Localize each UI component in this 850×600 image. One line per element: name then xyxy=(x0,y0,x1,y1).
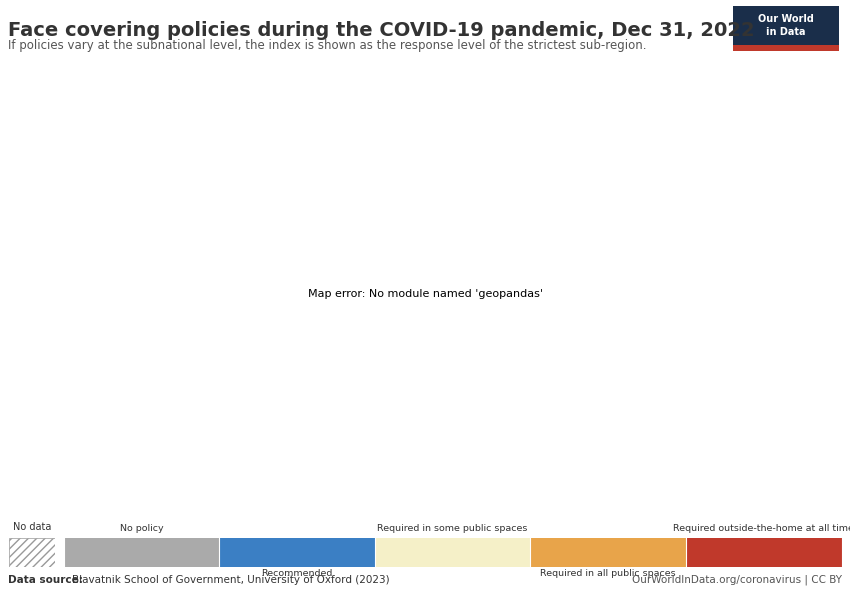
Text: Required outside-the-home at all time: Required outside-the-home at all time xyxy=(673,524,850,533)
Text: OurWorldInData.org/coronavirus | CC BY: OurWorldInData.org/coronavirus | CC BY xyxy=(632,575,842,585)
Text: Map error: No module named 'geopandas': Map error: No module named 'geopandas' xyxy=(308,289,542,299)
Text: Blavatnik School of Government, University of Oxford (2023): Blavatnik School of Government, Universi… xyxy=(72,575,390,585)
Text: Face covering policies during the COVID-19 pandemic, Dec 31, 2022: Face covering policies during the COVID-… xyxy=(8,21,755,40)
Text: No data: No data xyxy=(13,522,51,532)
Text: Our World: Our World xyxy=(758,14,813,23)
Bar xyxy=(530,538,686,567)
Text: Recommended: Recommended xyxy=(262,569,332,578)
Bar xyxy=(733,45,839,51)
Text: Required in some public spaces: Required in some public spaces xyxy=(377,524,528,533)
Text: Data source:: Data source: xyxy=(8,575,83,585)
Bar xyxy=(686,538,842,567)
Text: in Data: in Data xyxy=(766,27,806,37)
Bar xyxy=(219,538,375,567)
Bar xyxy=(64,538,219,567)
Text: If policies vary at the subnational level, the index is shown as the response le: If policies vary at the subnational leve… xyxy=(8,39,647,52)
Text: Required in all public spaces: Required in all public spaces xyxy=(541,569,676,578)
Text: No policy: No policy xyxy=(120,524,163,533)
Bar xyxy=(375,538,530,567)
